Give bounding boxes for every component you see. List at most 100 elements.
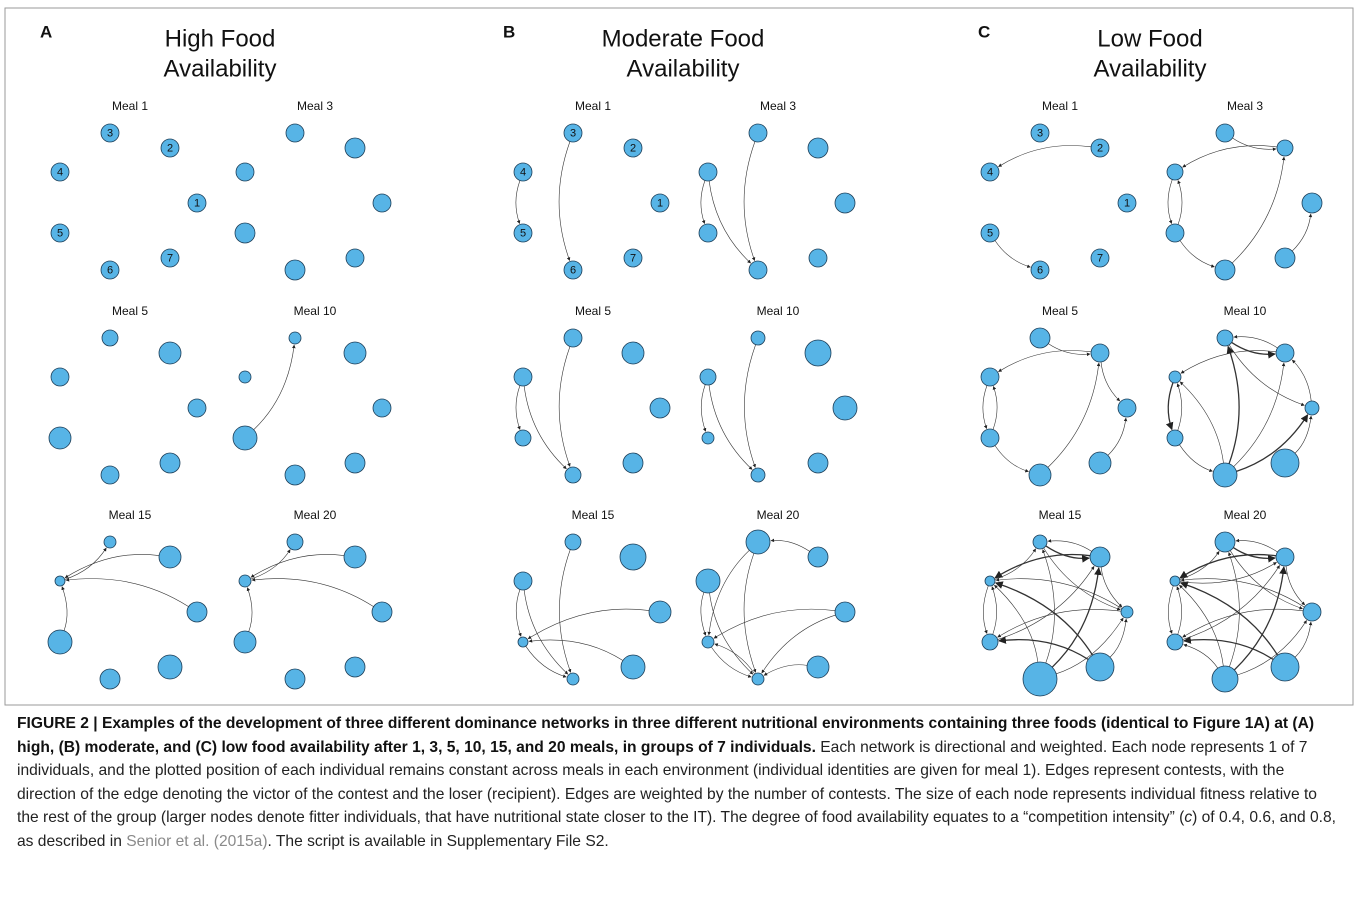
edge — [1226, 345, 1240, 464]
meal-label: Meal 15 — [572, 508, 615, 522]
panel-title: Availability — [1094, 55, 1207, 82]
edge — [1228, 344, 1305, 407]
edge — [1051, 567, 1102, 668]
node — [50, 223, 70, 243]
node — [100, 260, 120, 280]
node — [235, 162, 255, 182]
node — [372, 193, 392, 213]
node — [158, 341, 182, 365]
node — [1089, 546, 1111, 568]
meal-label: Meal 10 — [1224, 304, 1267, 318]
node — [1276, 139, 1294, 157]
node — [980, 367, 1000, 387]
panel-letter: A — [40, 22, 52, 41]
node — [187, 398, 207, 418]
node-label: 5 — [57, 227, 63, 239]
edge — [982, 385, 988, 429]
edge — [713, 608, 836, 639]
node — [832, 395, 858, 421]
edge — [761, 614, 836, 674]
node — [804, 339, 832, 367]
node-label: 2 — [1097, 142, 1103, 154]
node-label: 4 — [987, 166, 993, 178]
node — [1270, 448, 1300, 478]
edge — [61, 586, 68, 631]
node — [622, 452, 644, 474]
node — [1169, 575, 1181, 587]
edge — [1232, 137, 1277, 152]
edge — [1100, 361, 1121, 402]
edge — [1179, 584, 1224, 667]
node — [1166, 633, 1184, 651]
node — [1085, 652, 1115, 682]
node — [232, 425, 258, 451]
edge — [1233, 566, 1287, 671]
node — [1215, 123, 1235, 143]
node — [701, 635, 715, 649]
edge — [1291, 359, 1312, 402]
node-label: 5 — [987, 227, 993, 239]
node — [100, 123, 120, 143]
node — [50, 162, 70, 182]
node — [343, 341, 367, 365]
edge — [1109, 618, 1128, 658]
edge — [1176, 586, 1182, 635]
node — [807, 452, 829, 474]
edge — [1165, 382, 1174, 431]
node — [513, 162, 533, 182]
node — [514, 429, 532, 447]
edge — [65, 578, 189, 607]
node — [649, 397, 671, 419]
node — [288, 331, 302, 345]
edge — [1100, 566, 1123, 608]
edge — [700, 180, 706, 224]
node — [54, 575, 66, 587]
edge — [251, 577, 374, 607]
edge — [998, 145, 1092, 167]
node — [623, 248, 643, 268]
edge — [708, 384, 753, 470]
node — [517, 636, 529, 648]
node — [807, 137, 829, 159]
node — [157, 654, 183, 680]
edge — [250, 554, 345, 578]
edge — [525, 645, 567, 678]
panel-title: Availability — [627, 55, 740, 82]
node — [513, 223, 533, 243]
edge — [1182, 145, 1278, 168]
node — [563, 260, 583, 280]
edge — [1168, 585, 1174, 634]
node — [233, 630, 257, 654]
node — [980, 428, 1000, 448]
edge — [1180, 578, 1305, 608]
node-label: 3 — [570, 127, 576, 139]
edge — [714, 643, 755, 675]
node — [1275, 547, 1295, 567]
edge — [528, 639, 624, 661]
meal-label: Meal 20 — [757, 508, 800, 522]
node — [160, 248, 180, 268]
edge — [1179, 581, 1279, 656]
edge — [527, 608, 650, 640]
edge — [1233, 334, 1278, 349]
edge — [558, 141, 571, 261]
node — [980, 162, 1000, 182]
edge — [995, 578, 1123, 610]
citation-link[interactable]: Senior et al. (2015a) — [126, 832, 268, 850]
node — [1029, 327, 1051, 349]
node-label: 1 — [1124, 197, 1130, 209]
node — [1304, 400, 1320, 416]
edge — [708, 180, 751, 264]
node — [103, 535, 117, 549]
node — [621, 341, 645, 365]
node — [808, 248, 828, 268]
edge — [1236, 414, 1309, 472]
node — [1166, 429, 1184, 447]
node — [751, 672, 765, 686]
node — [1165, 223, 1185, 243]
edge — [523, 589, 569, 675]
edge — [994, 553, 1091, 579]
edge — [743, 141, 756, 261]
edge — [700, 384, 707, 432]
node-label: 2 — [167, 142, 173, 154]
